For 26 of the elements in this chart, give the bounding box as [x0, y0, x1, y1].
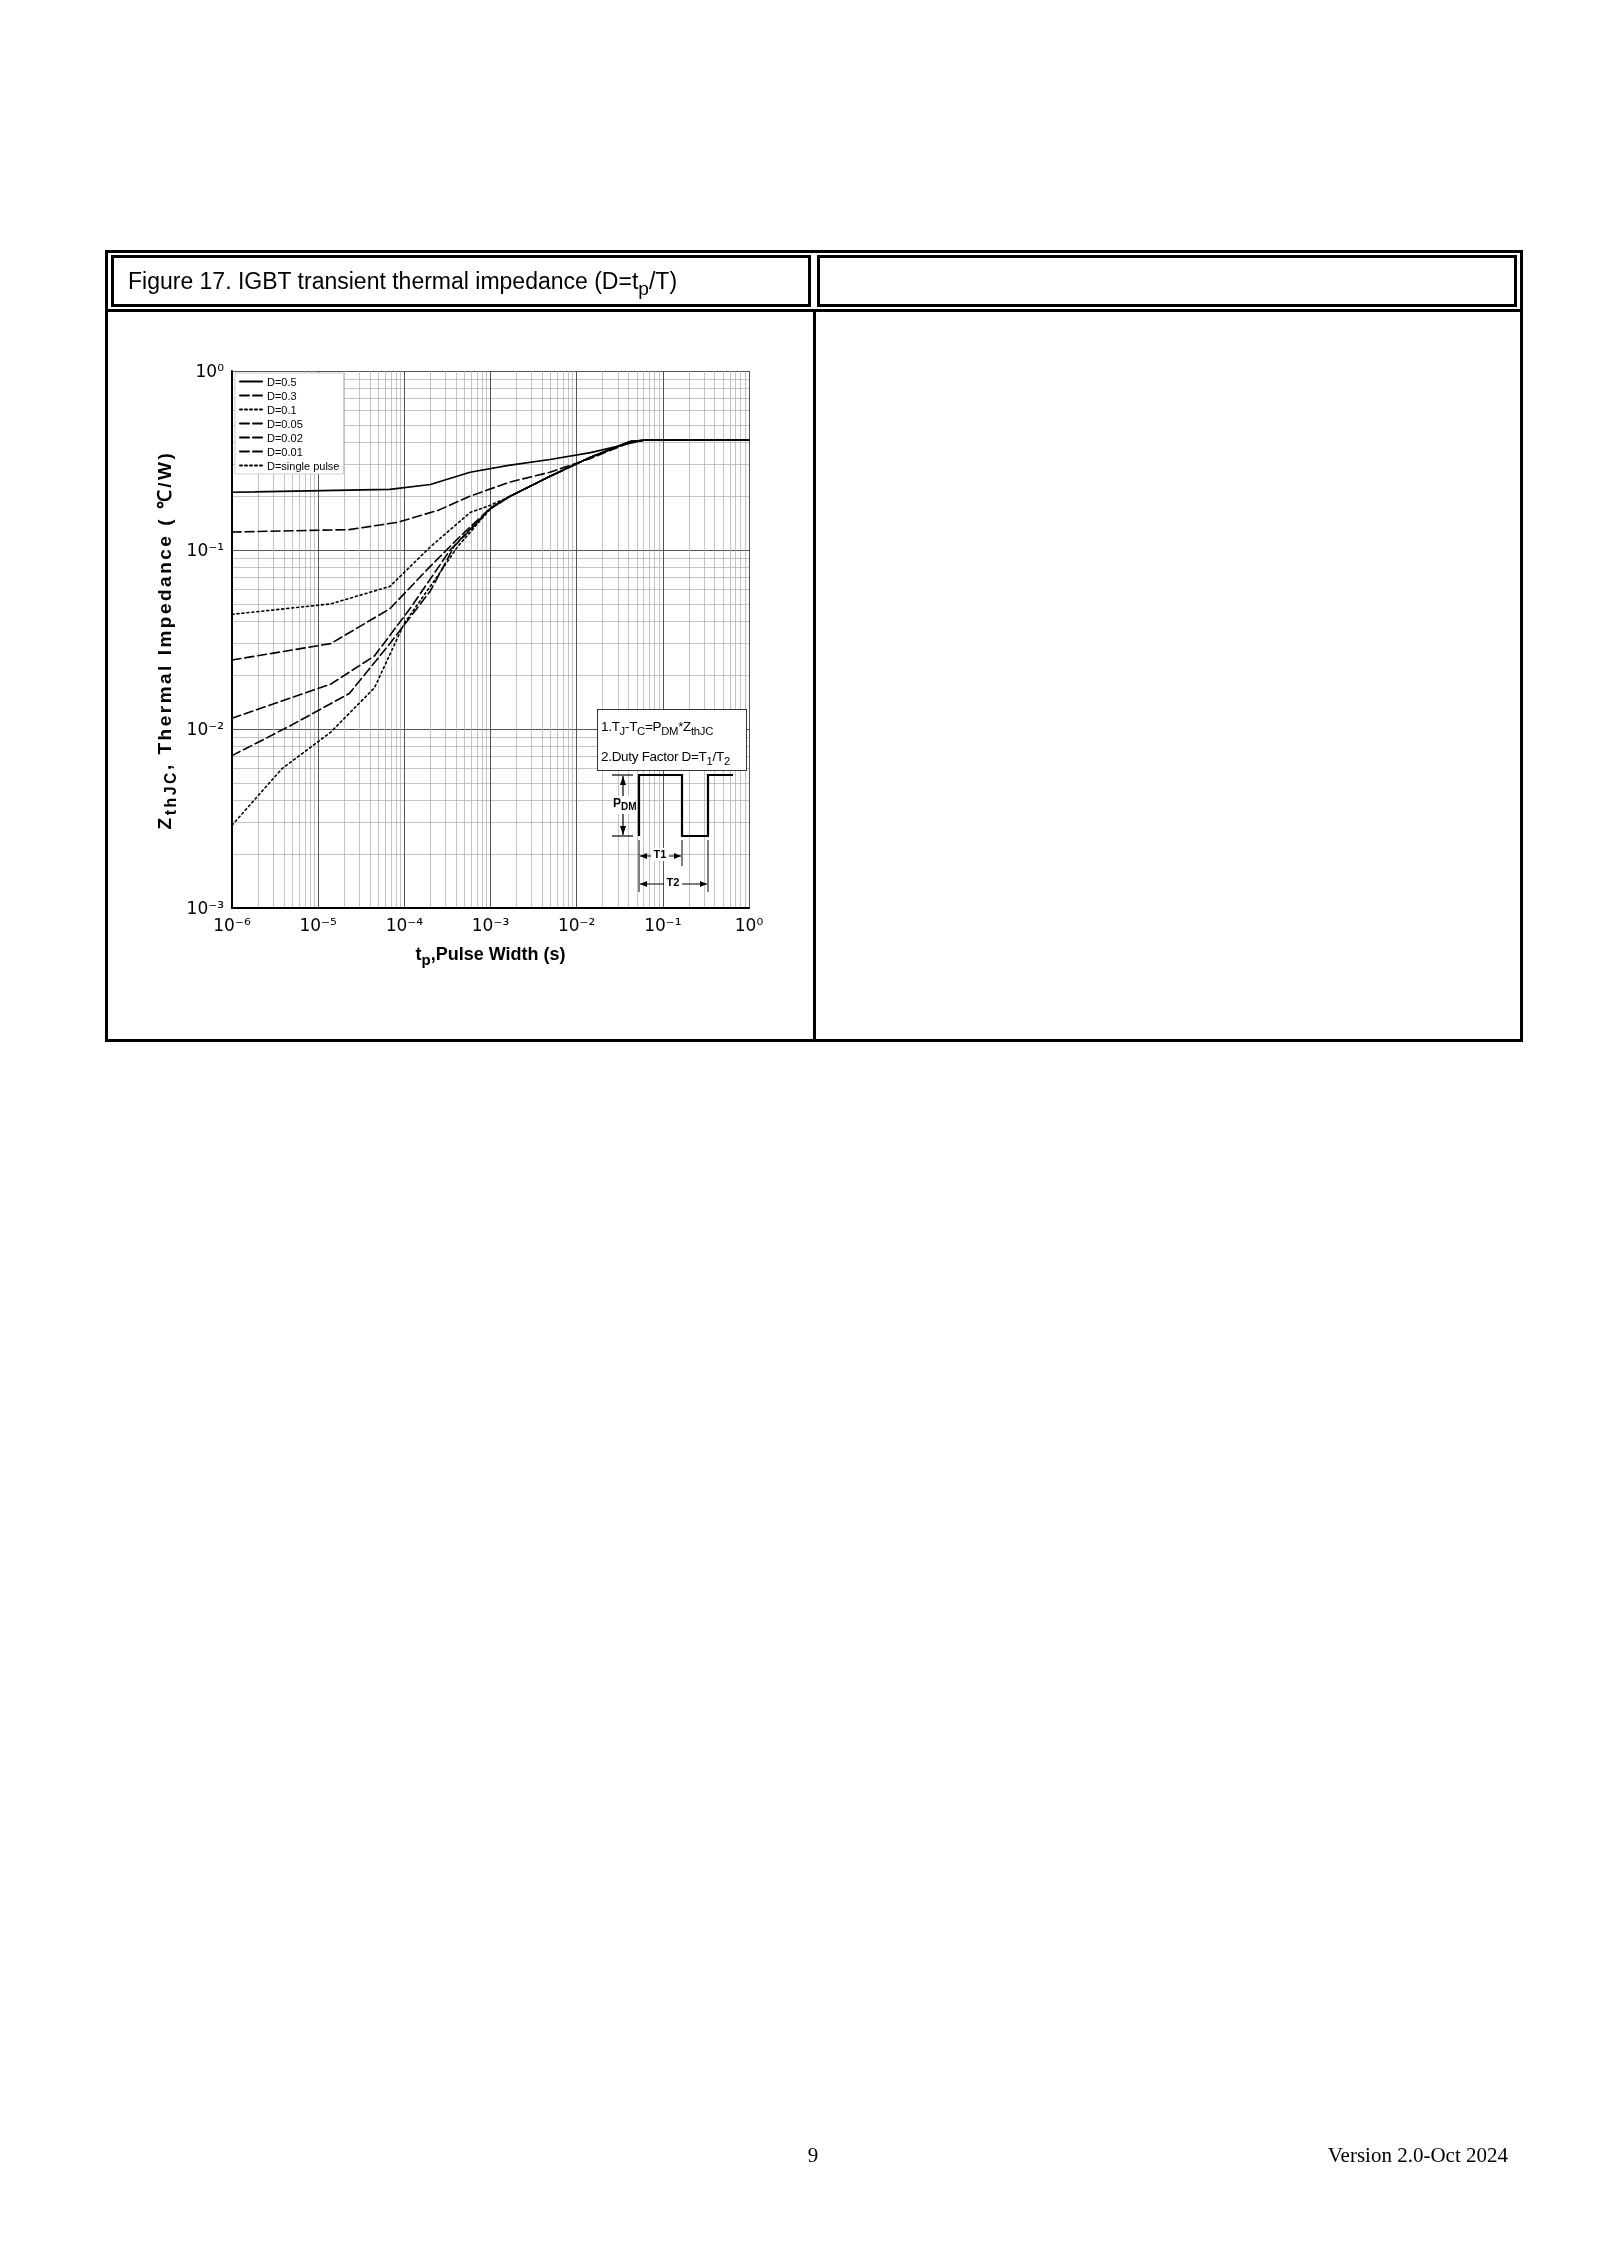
note-box: 1.T$_{J}$-T$_{C}$=P$_{DM}$*Z$_{thJC}$ 2.Duty Factor D=T$_{1}$/T$_{2}$ [597, 709, 747, 771]
text: Version 2.0-Oct 2024 [1326, 2143, 1508, 2168]
x-tick-label: 10⁻² [557, 914, 596, 935]
x-tick-label: 10⁻⁴ [385, 914, 424, 935]
y-tick-label: 10⁻² [186, 719, 224, 739]
legend-label: D=0.05 [267, 417, 303, 430]
legend-label: D=0.02 [267, 431, 303, 444]
text: 9 [806, 2143, 820, 2168]
y-tick-label: 10⁰ [195, 361, 225, 381]
legend-label: D=0.1 [267, 403, 297, 416]
x-tick-label: 10⁻¹ [644, 914, 682, 935]
legend-label: D=0.01 [267, 445, 303, 458]
x-tick-label: 10⁻³ [471, 914, 510, 935]
chart-title: Figure 17. IGBT transient thermal impedance (D=t$_{p}$/T) [128, 267, 678, 301]
annotation: P$_{DM}$ [613, 796, 637, 815]
x-tick-label: 10⁰ [734, 914, 764, 935]
annotation: 1.T$_{J}$-T$_{C}$=P$_{DM}$*Z$_{thJC}$ [601, 718, 714, 739]
annotation: 2.Duty Factor D=T$_{1}$/T$_{2}$ [601, 747, 731, 769]
x-tick-label: 10⁻⁵ [299, 914, 337, 935]
annotation: T1 [651, 848, 669, 861]
x-axis-title: t$_{p}$,Pulse Width (s) [414, 944, 567, 968]
legend-label: D=single pulse [267, 459, 340, 472]
y-tick-label: 10⁻¹ [186, 540, 224, 560]
legend-label: D=0.5 [267, 375, 297, 388]
annotation: T2 [664, 876, 682, 889]
legend-label: D=0.3 [267, 389, 297, 402]
